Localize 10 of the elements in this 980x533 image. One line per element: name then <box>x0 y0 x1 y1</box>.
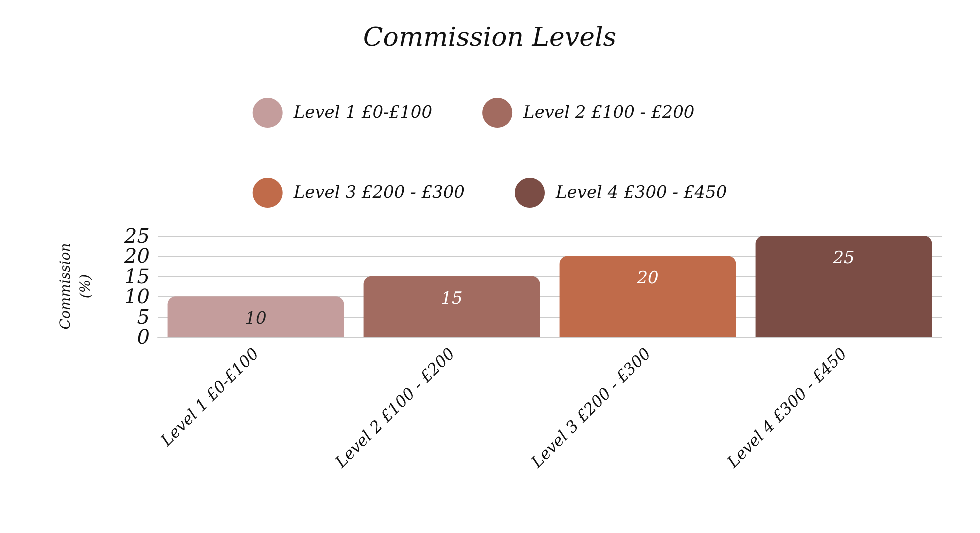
legend-label: Level 2 £100 - £200 <box>522 103 695 123</box>
legend-label: Level 4 £300 - £450 <box>555 183 728 203</box>
y-axis-title: Commission (%) <box>58 243 94 330</box>
data-label: 25 <box>832 248 855 268</box>
legend-label: Level 3 £200 - £300 <box>292 183 466 203</box>
data-label: 10 <box>245 309 267 330</box>
data-label: 20 <box>636 268 659 289</box>
legend-label: Level 1 £0-£100 <box>292 103 433 123</box>
data-label: 15 <box>441 288 463 309</box>
chart-title: Commission Levels <box>363 23 617 53</box>
